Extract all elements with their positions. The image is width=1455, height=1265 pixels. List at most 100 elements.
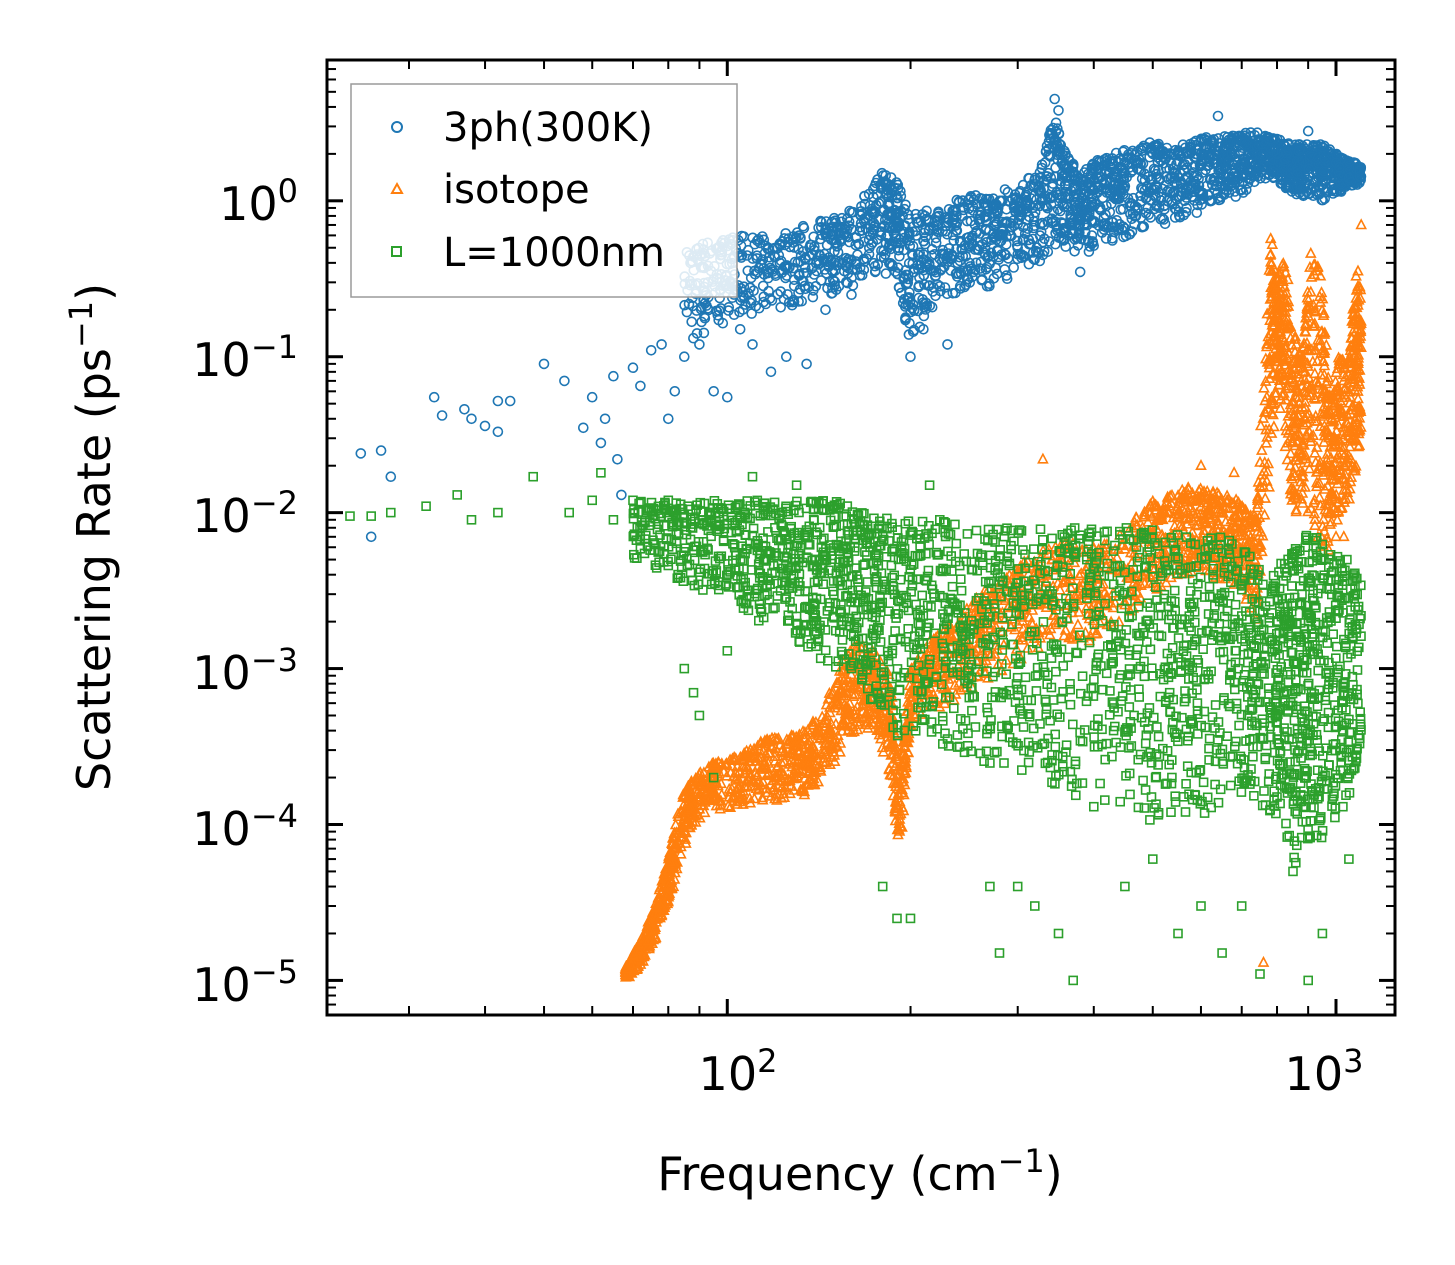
3ph-300k-band-point [829,265,841,276]
3ph-300k-band-point [1110,155,1121,167]
3ph-300k-band-point [1040,145,1052,157]
3ph-300k-band-point [836,212,848,224]
3ph-300k-band-point [1055,139,1067,151]
isotope-band-point [1268,420,1280,432]
3ph-300k-band-point [1050,220,1062,232]
3ph-300k-band-point [1033,182,1045,193]
3ph-300k-band-point [1101,200,1112,212]
3ph-300k-band-point [989,215,1001,227]
3ph-300k-band-point [892,179,904,191]
3ph-300k-band-point [1000,239,1012,250]
3ph-300k-band-point [887,260,898,272]
3ph-300k-band-point [833,280,845,292]
3ph-300k-band-point [779,239,791,251]
3ph-300k-band-point [815,275,827,286]
isotope-band-point [1160,576,1173,588]
3ph-300k-band-point [855,210,867,221]
3ph-300k-point [801,358,812,370]
3ph-300k-band-point [1025,238,1036,249]
3ph-300k-band-point [926,301,938,313]
3ph-300k-band-point [1067,224,1078,236]
3ph-300k-point [694,339,705,350]
3ph-300k-band-point [864,230,876,241]
3ph-300k-band-point [807,291,819,303]
3ph-300k-band-point [820,228,832,240]
3ph-300k-band-point [863,249,875,260]
3ph-300k-band-point [787,262,799,274]
3ph-300k-band-point [696,316,707,328]
3ph-300k-band-point [1021,200,1032,212]
3ph-300k-point [608,370,619,382]
3ph-300k-band-point [1038,193,1049,205]
3ph-300k-band-point [1019,228,1031,239]
3ph-300k-band-point [784,262,795,273]
3ph-300k-point [1053,105,1064,116]
3ph-300k-point [492,395,504,407]
3ph-300k-point [765,366,777,378]
3ph-300k-band-point [907,326,919,338]
3ph-300k-band-point [931,220,943,232]
3ph-300k-point [612,453,623,465]
3ph-300k-band-point [990,262,1002,274]
3ph-300k-point [645,344,657,356]
3ph-300k-band-point [834,229,845,241]
3ph-300k-band-point [991,199,1002,210]
3ph-300k-band-point [763,285,774,297]
3ph-300k-point [1302,125,1314,137]
3ph-300k-band-point [969,244,981,255]
3ph-300k-band-point [933,206,944,218]
3ph-300k-point [466,413,477,425]
3ph-300k-band-point [996,249,1007,260]
3ph-300k-point [780,351,792,363]
3ph-300k-point [559,375,570,387]
3ph-300k-band-point [742,244,754,256]
3ph-300k-band-point [840,252,852,264]
3ph-300k-band-point [823,252,835,264]
3ph-300k-band-point [770,270,782,282]
3ph-300k-band-point [885,257,896,269]
3ph-300k-point [627,362,639,374]
3ph-300k-band-point [913,281,924,293]
3ph-300k-band-point [914,247,926,258]
3ph-300k-point [586,391,598,403]
3ph-300k-band-point [1012,218,1024,230]
3ph-300k-band-point [1129,149,1141,160]
3ph-300k-band-point [934,253,946,265]
3ph-300k-band-point [1061,159,1072,171]
3ph-300k-band-point [914,259,926,271]
3ph-300k-point [656,339,667,350]
3ph-300k-band-point [895,185,906,197]
3ph-300k-band-point [811,255,822,267]
3ph-300k-band-point [790,232,802,243]
3ph-300k-band-point [980,193,992,205]
3ph-300k-band-point [757,280,769,292]
isotope-band-point [1072,618,1084,630]
3ph-300k-band-point [1065,218,1077,229]
3ph-300k-band-point [973,214,985,225]
3ph-300k-band-point [1107,233,1118,244]
3ph-300k-band-point [1055,227,1067,239]
3ph-300k-band-point [1085,174,1097,185]
3ph-300k-point [734,323,746,335]
3ph-300k-band-point [713,314,725,326]
3ph-300k-band-point [973,244,985,256]
3ph-300k-band-point [1093,163,1104,174]
3ph-300k-band-point [1075,203,1086,214]
3ph-300k-band-point [1050,216,1061,228]
3ph-300k-band-point [1096,227,1108,238]
3ph-300k-point [599,413,611,425]
3ph-300k-band-point [1061,175,1073,186]
3ph-300k-band-point [1099,154,1110,165]
3ph-300k-band-point [918,310,930,322]
3ph-300k-band-point [1036,159,1048,170]
3ph-300k-band-point [1126,226,1138,237]
3ph-300k-band-point [1067,161,1079,173]
3ph-300k-band-point [1126,213,1138,225]
3ph-300k-band-point [764,293,776,304]
3ph-300k-band-point [831,260,842,271]
3ph-300k-band-point [1110,147,1122,159]
3ph-300k-band-point [1008,262,1020,273]
data-markers [345,93,1368,986]
3ph-300k-band-point [893,282,905,293]
3ph-300k-band-point [686,316,698,328]
